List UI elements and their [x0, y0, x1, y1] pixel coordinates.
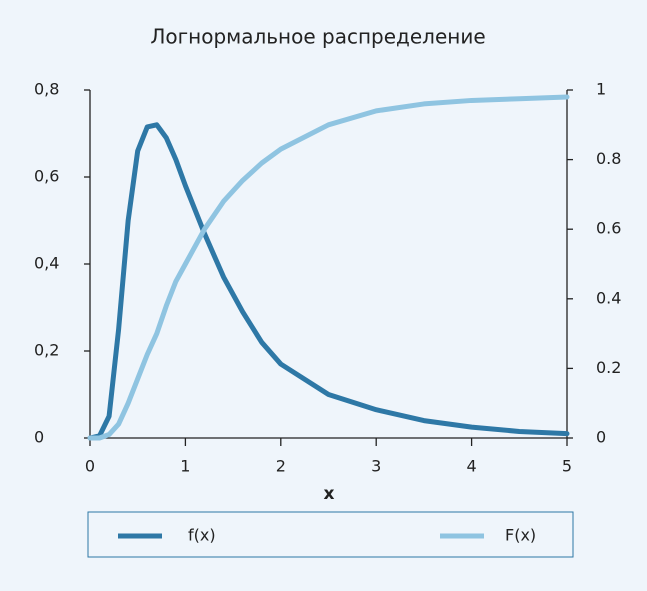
- y-tick-label: 0: [34, 428, 44, 447]
- x-axis-label: x: [324, 484, 335, 504]
- legend-label: f(x): [188, 526, 216, 545]
- line-series: [87, 94, 570, 441]
- x-tick-label: 3: [371, 457, 381, 476]
- y2-tick-label: 0.8: [596, 149, 621, 168]
- y-tick-label: 0,2: [34, 341, 59, 360]
- legend-label: F(x): [505, 526, 536, 545]
- y2-tick-label: 0.2: [596, 358, 621, 377]
- x-tick-label: 4: [467, 457, 477, 476]
- y2-tick-label: 0: [596, 428, 606, 447]
- line-series: [87, 122, 570, 441]
- y-tick-label: 0,8: [34, 80, 59, 99]
- x-tick-label: 2: [276, 457, 286, 476]
- y-tick-label: 0,6: [34, 167, 59, 186]
- x-tick-label: 5: [562, 457, 572, 476]
- x-tick-label: 1: [180, 457, 190, 476]
- y2-tick-label: 0.6: [596, 219, 621, 238]
- legend-box: [87, 511, 574, 558]
- y2-tick-label: 1: [596, 80, 606, 99]
- y-tick-label: 0,4: [34, 254, 59, 273]
- y2-tick-label: 0.4: [596, 288, 621, 307]
- x-tick-label: 0: [85, 457, 95, 476]
- chart-title: Логнормальное распределение: [150, 25, 485, 49]
